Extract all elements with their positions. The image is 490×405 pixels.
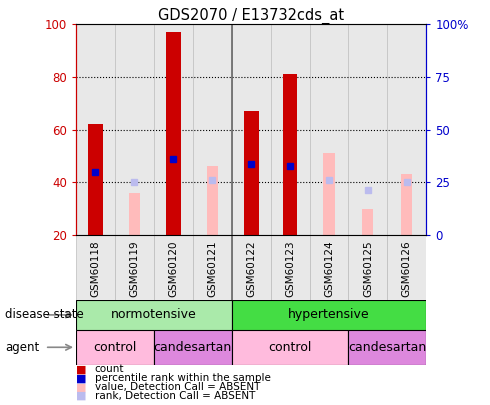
Bar — [348, 330, 426, 364]
Text: value, Detection Call = ABSENT: value, Detection Call = ABSENT — [95, 382, 260, 392]
Bar — [401, 174, 413, 235]
Bar — [388, 24, 426, 235]
Bar — [232, 330, 348, 364]
Text: control: control — [269, 341, 312, 354]
Bar — [270, 24, 310, 235]
Text: percentile rank within the sample: percentile rank within the sample — [95, 373, 270, 383]
Bar — [166, 32, 181, 235]
Text: GSM60123: GSM60123 — [285, 240, 295, 297]
Bar — [388, 235, 426, 300]
Bar — [232, 24, 270, 235]
Text: agent: agent — [5, 341, 39, 354]
Bar — [88, 124, 103, 235]
Bar — [193, 24, 232, 235]
Text: normotensive: normotensive — [111, 308, 196, 322]
Bar — [76, 300, 232, 330]
Bar — [323, 153, 335, 235]
Text: control: control — [93, 341, 137, 354]
Bar — [115, 24, 154, 235]
Bar — [348, 235, 388, 300]
Text: candesartan: candesartan — [348, 341, 426, 354]
Text: GSM60118: GSM60118 — [91, 240, 100, 297]
Bar — [232, 235, 270, 300]
Bar — [270, 235, 310, 300]
Title: GDS2070 / E13732cds_at: GDS2070 / E13732cds_at — [158, 8, 344, 24]
Text: ■: ■ — [76, 391, 86, 401]
Bar — [283, 75, 297, 235]
Text: candesartan: candesartan — [153, 341, 232, 354]
Text: GSM60124: GSM60124 — [324, 240, 334, 297]
Bar — [310, 235, 348, 300]
Bar — [76, 235, 115, 300]
Bar — [310, 24, 348, 235]
Text: disease state: disease state — [5, 308, 84, 322]
Bar — [76, 330, 154, 364]
Bar — [207, 166, 218, 235]
Bar — [348, 24, 388, 235]
Text: GSM60125: GSM60125 — [363, 240, 373, 297]
Text: GSM60120: GSM60120 — [168, 240, 178, 296]
Text: ■: ■ — [76, 373, 86, 383]
Text: ■: ■ — [76, 382, 86, 392]
Bar — [154, 330, 232, 364]
Text: GSM60122: GSM60122 — [246, 240, 256, 297]
Bar — [232, 300, 426, 330]
Bar — [115, 235, 154, 300]
Text: GSM60119: GSM60119 — [129, 240, 139, 297]
Text: GSM60121: GSM60121 — [207, 240, 217, 297]
Bar — [154, 24, 193, 235]
Bar — [76, 24, 115, 235]
Bar — [244, 111, 259, 235]
Bar — [129, 193, 140, 235]
Bar — [193, 235, 232, 300]
Bar — [154, 235, 193, 300]
Text: hypertensive: hypertensive — [288, 308, 370, 322]
Bar — [363, 209, 373, 235]
Text: count: count — [95, 364, 124, 374]
Text: GSM60126: GSM60126 — [402, 240, 412, 297]
Text: ■: ■ — [76, 364, 86, 374]
Text: rank, Detection Call = ABSENT: rank, Detection Call = ABSENT — [95, 391, 255, 401]
